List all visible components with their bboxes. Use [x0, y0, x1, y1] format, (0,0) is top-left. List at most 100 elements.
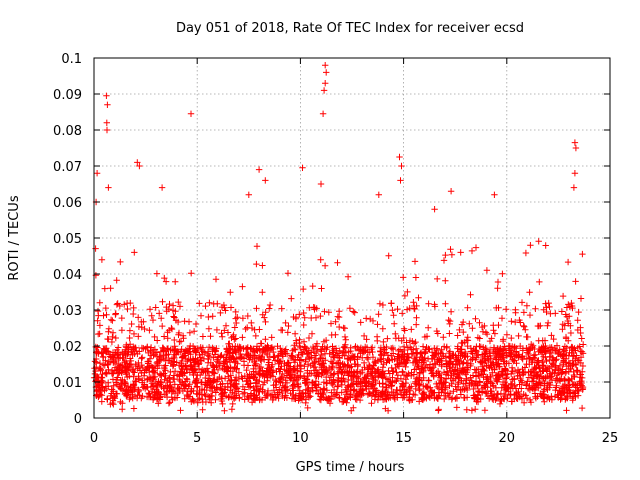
- data-point: [478, 368, 485, 375]
- data-point: [104, 335, 111, 343]
- data-point: [340, 348, 347, 355]
- data-point: [411, 305, 418, 313]
- data-point: [562, 311, 569, 318]
- data-point: [446, 389, 454, 397]
- data-point: [558, 390, 566, 397]
- data-point: [294, 381, 302, 388]
- data-point: [369, 317, 377, 325]
- data-point: [522, 249, 530, 257]
- data-point: [224, 329, 232, 336]
- data-point: [483, 267, 491, 274]
- data-point: [110, 359, 117, 366]
- data-point: [188, 270, 195, 277]
- data-point: [190, 356, 197, 363]
- data-point: [297, 365, 305, 372]
- data-point: [245, 191, 252, 198]
- data-point: [319, 343, 326, 350]
- data-point: [448, 251, 456, 258]
- data-point: [532, 305, 539, 312]
- data-point: [394, 305, 401, 313]
- data-point: [419, 354, 426, 362]
- data-point: [151, 373, 159, 380]
- chart-title: Day 051 of 2018, Rate Of TEC Index for r…: [176, 21, 524, 36]
- data-point: [530, 383, 537, 391]
- data-point: [270, 354, 277, 361]
- data-point: [357, 319, 364, 326]
- data-point: [252, 332, 259, 340]
- data-point: [301, 314, 308, 321]
- data-point: [278, 305, 285, 312]
- data-point: [282, 319, 289, 327]
- data-point: [433, 346, 440, 354]
- data-point: [463, 406, 470, 413]
- data-point: [100, 345, 107, 353]
- data-point: [233, 355, 240, 362]
- data-point: [371, 359, 378, 366]
- data-point: [525, 368, 532, 376]
- data-point: [96, 330, 103, 337]
- data-point: [434, 368, 442, 375]
- data-point: [265, 356, 272, 363]
- data-point: [336, 323, 343, 331]
- data-point: [568, 349, 575, 357]
- data-point: [577, 295, 585, 302]
- y-tick-label: 0.04: [53, 268, 82, 283]
- data-point: [156, 381, 164, 388]
- data-point: [241, 389, 248, 396]
- data-point: [544, 319, 552, 327]
- data-point: [383, 359, 390, 366]
- data-point: [285, 322, 292, 330]
- data-point: [483, 378, 490, 385]
- data-point: [315, 357, 322, 365]
- data-point: [457, 249, 464, 256]
- data-point: [363, 372, 371, 379]
- data-point: [402, 389, 410, 396]
- data-point: [223, 363, 230, 370]
- data-point: [464, 342, 471, 350]
- data-point: [244, 324, 251, 331]
- data-point: [531, 369, 538, 377]
- data-point: [198, 346, 205, 354]
- data-point: [124, 305, 131, 313]
- data-point: [98, 256, 106, 263]
- data-point: [528, 358, 535, 366]
- data-point: [288, 374, 295, 381]
- data-point: [151, 333, 158, 341]
- data-point: [262, 318, 269, 326]
- data-point: [226, 340, 233, 347]
- data-point: [151, 346, 159, 353]
- data-point: [570, 184, 578, 191]
- data-point: [113, 301, 121, 308]
- data-point: [232, 347, 239, 355]
- data-point: [330, 386, 338, 394]
- x-tick-label: 15: [395, 431, 412, 446]
- data-point: [462, 365, 470, 373]
- data-point: [153, 270, 161, 277]
- data-point: [216, 373, 223, 381]
- data-point: [174, 318, 182, 326]
- data-point: [300, 285, 307, 293]
- data-point: [495, 304, 502, 311]
- data-point: [282, 377, 289, 384]
- data-point: [305, 392, 313, 399]
- data-point: [94, 317, 101, 324]
- data-point: [508, 347, 515, 354]
- data-point: [180, 362, 187, 370]
- data-point: [210, 354, 217, 361]
- data-point: [492, 348, 499, 355]
- data-point: [441, 379, 448, 386]
- data-point: [165, 400, 173, 407]
- data-point: [355, 347, 363, 354]
- data-point: [297, 344, 304, 352]
- data-point: [379, 380, 386, 387]
- data-point: [208, 399, 215, 406]
- data-point: [388, 345, 395, 352]
- data-point: [171, 381, 178, 388]
- data-point: [434, 330, 441, 337]
- data-point: [156, 310, 163, 317]
- data-point: [442, 277, 449, 284]
- data-point: [204, 359, 212, 366]
- data-point: [256, 396, 263, 404]
- data-point: [302, 396, 310, 403]
- data-point: [576, 378, 583, 385]
